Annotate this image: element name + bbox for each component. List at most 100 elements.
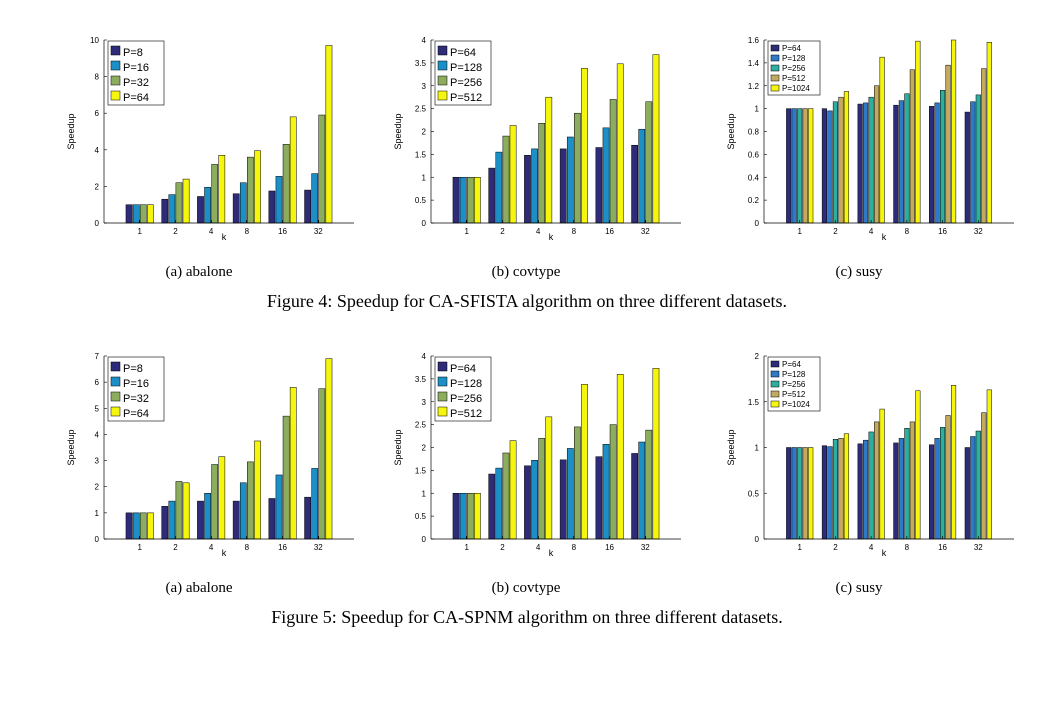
legend-swatch xyxy=(437,391,448,402)
bar xyxy=(857,103,863,224)
bar xyxy=(832,101,838,224)
y-tick-label: 2.5 xyxy=(415,105,427,114)
bar xyxy=(843,91,849,224)
bar xyxy=(218,456,226,540)
subfigure-caption: (b) covtype xyxy=(491,580,561,596)
legend-swatch xyxy=(770,400,780,408)
bar xyxy=(254,440,261,540)
bar xyxy=(318,114,326,224)
bar xyxy=(964,447,970,540)
x-tick-label: 1 xyxy=(464,543,469,552)
legend-swatch xyxy=(770,360,780,368)
bar xyxy=(981,412,987,540)
bar-chart: 00.511.521 2 4 8 16 32kSpeedupP=64P=128P=256P… xyxy=(726,352,1014,558)
y-tick-label: 0 xyxy=(755,535,760,544)
bar-chart: 0 1 2 3 4 5 6 7 1 2 4 8 16 32 k Speedup P=8 P=16 P=32 P=64 xyxy=(66,352,354,558)
bar xyxy=(975,430,981,540)
y-tick-label: 4 xyxy=(422,36,427,45)
bar xyxy=(147,204,154,224)
legend-swatch xyxy=(770,390,780,398)
bar xyxy=(893,104,899,224)
bar xyxy=(868,96,874,224)
bar xyxy=(311,173,319,224)
bar xyxy=(268,190,276,224)
bar xyxy=(495,467,503,540)
x-tick-label: 4 xyxy=(536,543,541,552)
bar xyxy=(304,189,311,224)
bar xyxy=(821,445,827,540)
legend-swatch xyxy=(437,376,448,387)
y-tick-label: 0.2 xyxy=(748,196,760,205)
x-tick-label: 2 xyxy=(500,543,505,552)
bar xyxy=(874,421,880,540)
bar xyxy=(791,447,797,540)
chart-panel-covtype-fig4: 0 0.5 1 1.5 2 2.5 3 3.5 4 1 2 4 8 16 32 k Speedup P=64 P=1… xyxy=(361,28,691,298)
x-tick-label: 32 xyxy=(974,543,983,552)
legend-swatch xyxy=(110,45,121,56)
bar xyxy=(915,390,921,540)
bar xyxy=(495,151,503,224)
y-tick-label: 7 xyxy=(95,352,100,361)
y-tick-label: 0.6 xyxy=(748,150,760,159)
y-axis-label: Speedup xyxy=(66,113,76,149)
x-tick-label: 1 xyxy=(797,543,802,552)
bar xyxy=(602,127,610,224)
bar xyxy=(802,108,808,224)
bar xyxy=(951,385,957,540)
y-tick-label: 3.5 xyxy=(415,59,427,68)
y-tick-label: 1.6 xyxy=(748,36,760,45)
bar xyxy=(232,500,240,540)
legend-swatch xyxy=(110,60,121,71)
bar xyxy=(147,512,154,540)
bar xyxy=(459,177,467,224)
x-axis-label: k xyxy=(549,232,554,242)
bar-chart: 0 0.2 0.4 0.6 0.8 1 1.2 1.4 1.6 1 2 4 8 16 32 k Speedup P… xyxy=(726,36,1014,242)
x-tick-label: 1 xyxy=(137,543,142,552)
legend-swatch xyxy=(110,361,121,372)
legend-swatch xyxy=(437,60,448,71)
legend-label: P=32 xyxy=(123,393,149,405)
figure-caption: Figure 4: Speedup for CA-SFISTA algorith… xyxy=(266,291,788,311)
bar xyxy=(838,438,844,540)
x-axis-label: k xyxy=(882,548,887,558)
bar xyxy=(638,128,646,224)
y-tick-label: 0.4 xyxy=(748,173,760,182)
bar xyxy=(934,102,940,224)
y-tick-label: 4 xyxy=(422,352,427,361)
subfigure-caption: (a) abalone xyxy=(165,580,233,596)
chart-panel-susy-fig4: 0 0.2 0.4 0.6 0.8 1 1.2 1.4 1.6 1 2 4 8 16 32 k Speedup P… xyxy=(694,28,1024,298)
y-tick-label: 4 xyxy=(95,146,100,155)
y-tick-label: 0 xyxy=(755,219,760,228)
y-tick-label: 1.2 xyxy=(748,82,760,91)
x-tick-label: 8 xyxy=(245,227,250,236)
bar xyxy=(502,135,510,224)
bar xyxy=(204,493,211,540)
bar xyxy=(631,453,638,540)
x-tick-label: 4 xyxy=(536,227,541,236)
legend-label: P=64 xyxy=(123,408,149,420)
bar xyxy=(951,39,957,224)
bar xyxy=(289,387,297,540)
bar xyxy=(904,428,910,540)
bar xyxy=(595,456,603,540)
legend-label: P=64 xyxy=(782,44,801,53)
y-tick-label: 6 xyxy=(95,378,100,387)
bar xyxy=(474,493,481,540)
bar xyxy=(566,136,574,224)
x-tick-label: 16 xyxy=(938,227,947,236)
bar xyxy=(182,178,190,224)
y-tick-label: 2 xyxy=(95,483,100,492)
bar xyxy=(638,441,646,540)
y-axis-label: Speedup xyxy=(393,113,403,149)
bar xyxy=(311,468,319,540)
legend-label: P=256 xyxy=(450,393,482,405)
bar xyxy=(218,155,226,224)
x-tick-label: 16 xyxy=(938,543,947,552)
y-tick-label: 3.5 xyxy=(415,375,427,384)
x-axis-label: k xyxy=(882,232,887,242)
legend-label: P=64 xyxy=(450,47,476,59)
bar xyxy=(466,177,474,224)
y-tick-label: 4 xyxy=(95,430,100,439)
y-tick-label: 1 xyxy=(422,173,427,182)
